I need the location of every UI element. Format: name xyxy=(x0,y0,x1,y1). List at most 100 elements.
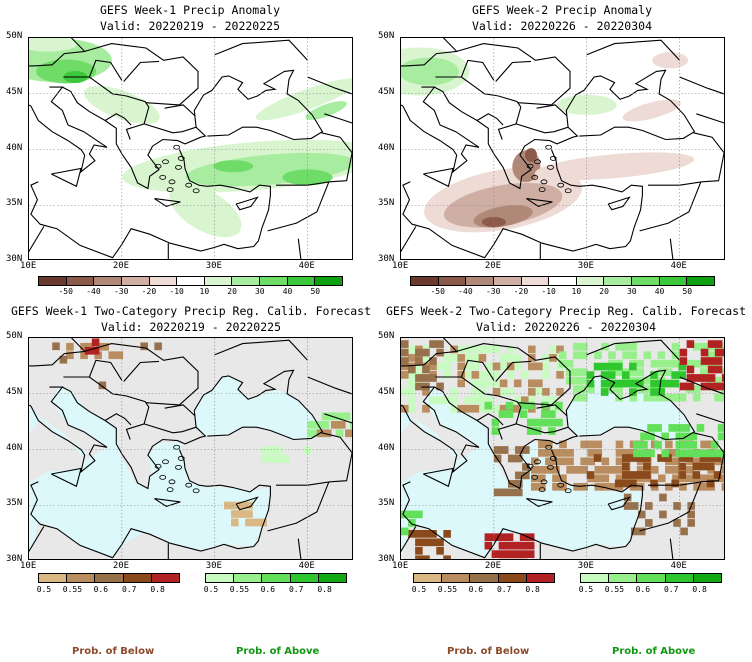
probability-cell xyxy=(707,351,715,360)
probability-cell xyxy=(622,449,631,457)
probability-cell xyxy=(600,362,609,371)
probability-cell xyxy=(657,351,666,360)
probability-cell xyxy=(710,441,719,449)
probability-cell xyxy=(415,555,423,559)
colorbar-cell xyxy=(151,574,180,582)
probability-cell xyxy=(535,379,543,388)
probability-tick-label: 0.7 xyxy=(663,585,679,594)
line-cyprus xyxy=(235,496,259,511)
probability-cell xyxy=(275,455,283,463)
probability-cell xyxy=(513,354,522,362)
line-borders1 xyxy=(435,76,522,140)
probability-cell xyxy=(601,342,609,351)
probability-cell xyxy=(689,449,698,458)
probability-cell xyxy=(408,365,416,374)
colorbar-tick-label: 30 xyxy=(254,287,265,296)
probability-cell xyxy=(492,345,501,354)
probability-cell xyxy=(700,374,709,382)
probability-cell xyxy=(721,382,724,391)
probability-cell xyxy=(622,471,630,479)
probability-cell xyxy=(335,412,344,421)
aegean-island xyxy=(549,456,557,461)
colorbar-tick-label: 50 xyxy=(682,287,693,296)
colorbar-cell xyxy=(39,277,67,285)
probability-cell xyxy=(672,457,680,466)
lat-tick-label: 30N xyxy=(378,254,395,264)
probability-cell xyxy=(519,541,528,550)
colorbar-tick-label: -20 xyxy=(513,287,529,296)
probability-cell xyxy=(87,342,95,351)
lat-tick-label: 40N xyxy=(378,142,395,153)
probability-cell xyxy=(492,387,501,396)
probability-cell xyxy=(693,374,702,382)
probability-cell xyxy=(429,396,437,405)
probability-tick-label: 0.7 xyxy=(288,585,304,594)
probability-cell xyxy=(498,541,507,550)
lat-tick-label: 40N xyxy=(378,442,395,453)
aegean-island xyxy=(192,188,200,194)
probability-cell xyxy=(436,538,444,547)
lon-tick-label: 10E xyxy=(392,261,409,271)
colorbar-cell xyxy=(315,277,343,285)
line-borders4 xyxy=(276,132,352,186)
line-borders4 xyxy=(648,432,724,486)
probability-cell xyxy=(478,404,487,413)
probability-cell xyxy=(492,371,501,379)
line-borders12 xyxy=(536,104,568,117)
probability-cell xyxy=(566,466,574,474)
probability-cell xyxy=(422,382,430,391)
colorbar-cell xyxy=(39,574,68,582)
probability-cell xyxy=(699,454,708,462)
lat-tick-label: 50N xyxy=(6,31,23,41)
line-borders16 xyxy=(307,76,352,95)
probability-cell xyxy=(94,342,102,351)
line-borders14 xyxy=(460,59,495,81)
map-svg xyxy=(29,38,352,259)
probability-cell xyxy=(700,382,709,391)
line-anatolia xyxy=(30,449,271,559)
probability-cell xyxy=(657,454,665,462)
lat-lon-grid xyxy=(29,38,352,259)
line-borders5 xyxy=(639,481,702,532)
probability-cell xyxy=(714,365,723,374)
probability-cell xyxy=(664,379,672,388)
line-borders15 xyxy=(586,39,681,61)
probability-cell xyxy=(692,342,701,351)
line-crete xyxy=(526,498,553,508)
line-borders5 xyxy=(267,181,330,232)
probability-cell xyxy=(408,387,416,396)
probability-cell xyxy=(422,348,430,357)
probability-cell xyxy=(499,404,508,413)
probability-cell xyxy=(678,393,687,402)
probability-cell xyxy=(457,371,466,379)
probability-cell xyxy=(513,379,522,388)
probability-cell xyxy=(541,401,549,410)
probability-cell xyxy=(682,424,691,432)
line-borders11 xyxy=(476,413,504,426)
probability-cell xyxy=(545,466,553,474)
anomaly-colorbar-week1 xyxy=(38,276,343,286)
probability-cell xyxy=(721,482,724,491)
probability-cell xyxy=(492,362,501,371)
probability-cell xyxy=(538,474,546,483)
colorbar-cell xyxy=(414,574,443,582)
probability-cell xyxy=(643,462,651,471)
probability-cell xyxy=(457,362,466,371)
probability-cell xyxy=(678,454,687,462)
probability-cell xyxy=(507,488,516,497)
anomaly-shading xyxy=(652,52,689,69)
probability-cell xyxy=(707,365,716,374)
prob-above-caption-week2: Prob. of Above xyxy=(612,646,696,657)
lon-tick-label: 20E xyxy=(484,261,502,271)
panel4-title: GEFS Week-2 Two-Category Precip Reg. Cal… xyxy=(380,303,752,335)
probability-cell xyxy=(665,482,673,491)
probability-cell xyxy=(565,359,574,368)
probability-cell xyxy=(713,471,722,479)
probability-cell xyxy=(342,412,351,421)
probability-cell xyxy=(650,371,658,379)
line-sicily xyxy=(423,167,454,188)
probability-cell xyxy=(556,345,564,354)
probability-cell xyxy=(707,474,715,483)
probability-cell xyxy=(429,362,437,371)
probability-cell xyxy=(499,387,508,396)
